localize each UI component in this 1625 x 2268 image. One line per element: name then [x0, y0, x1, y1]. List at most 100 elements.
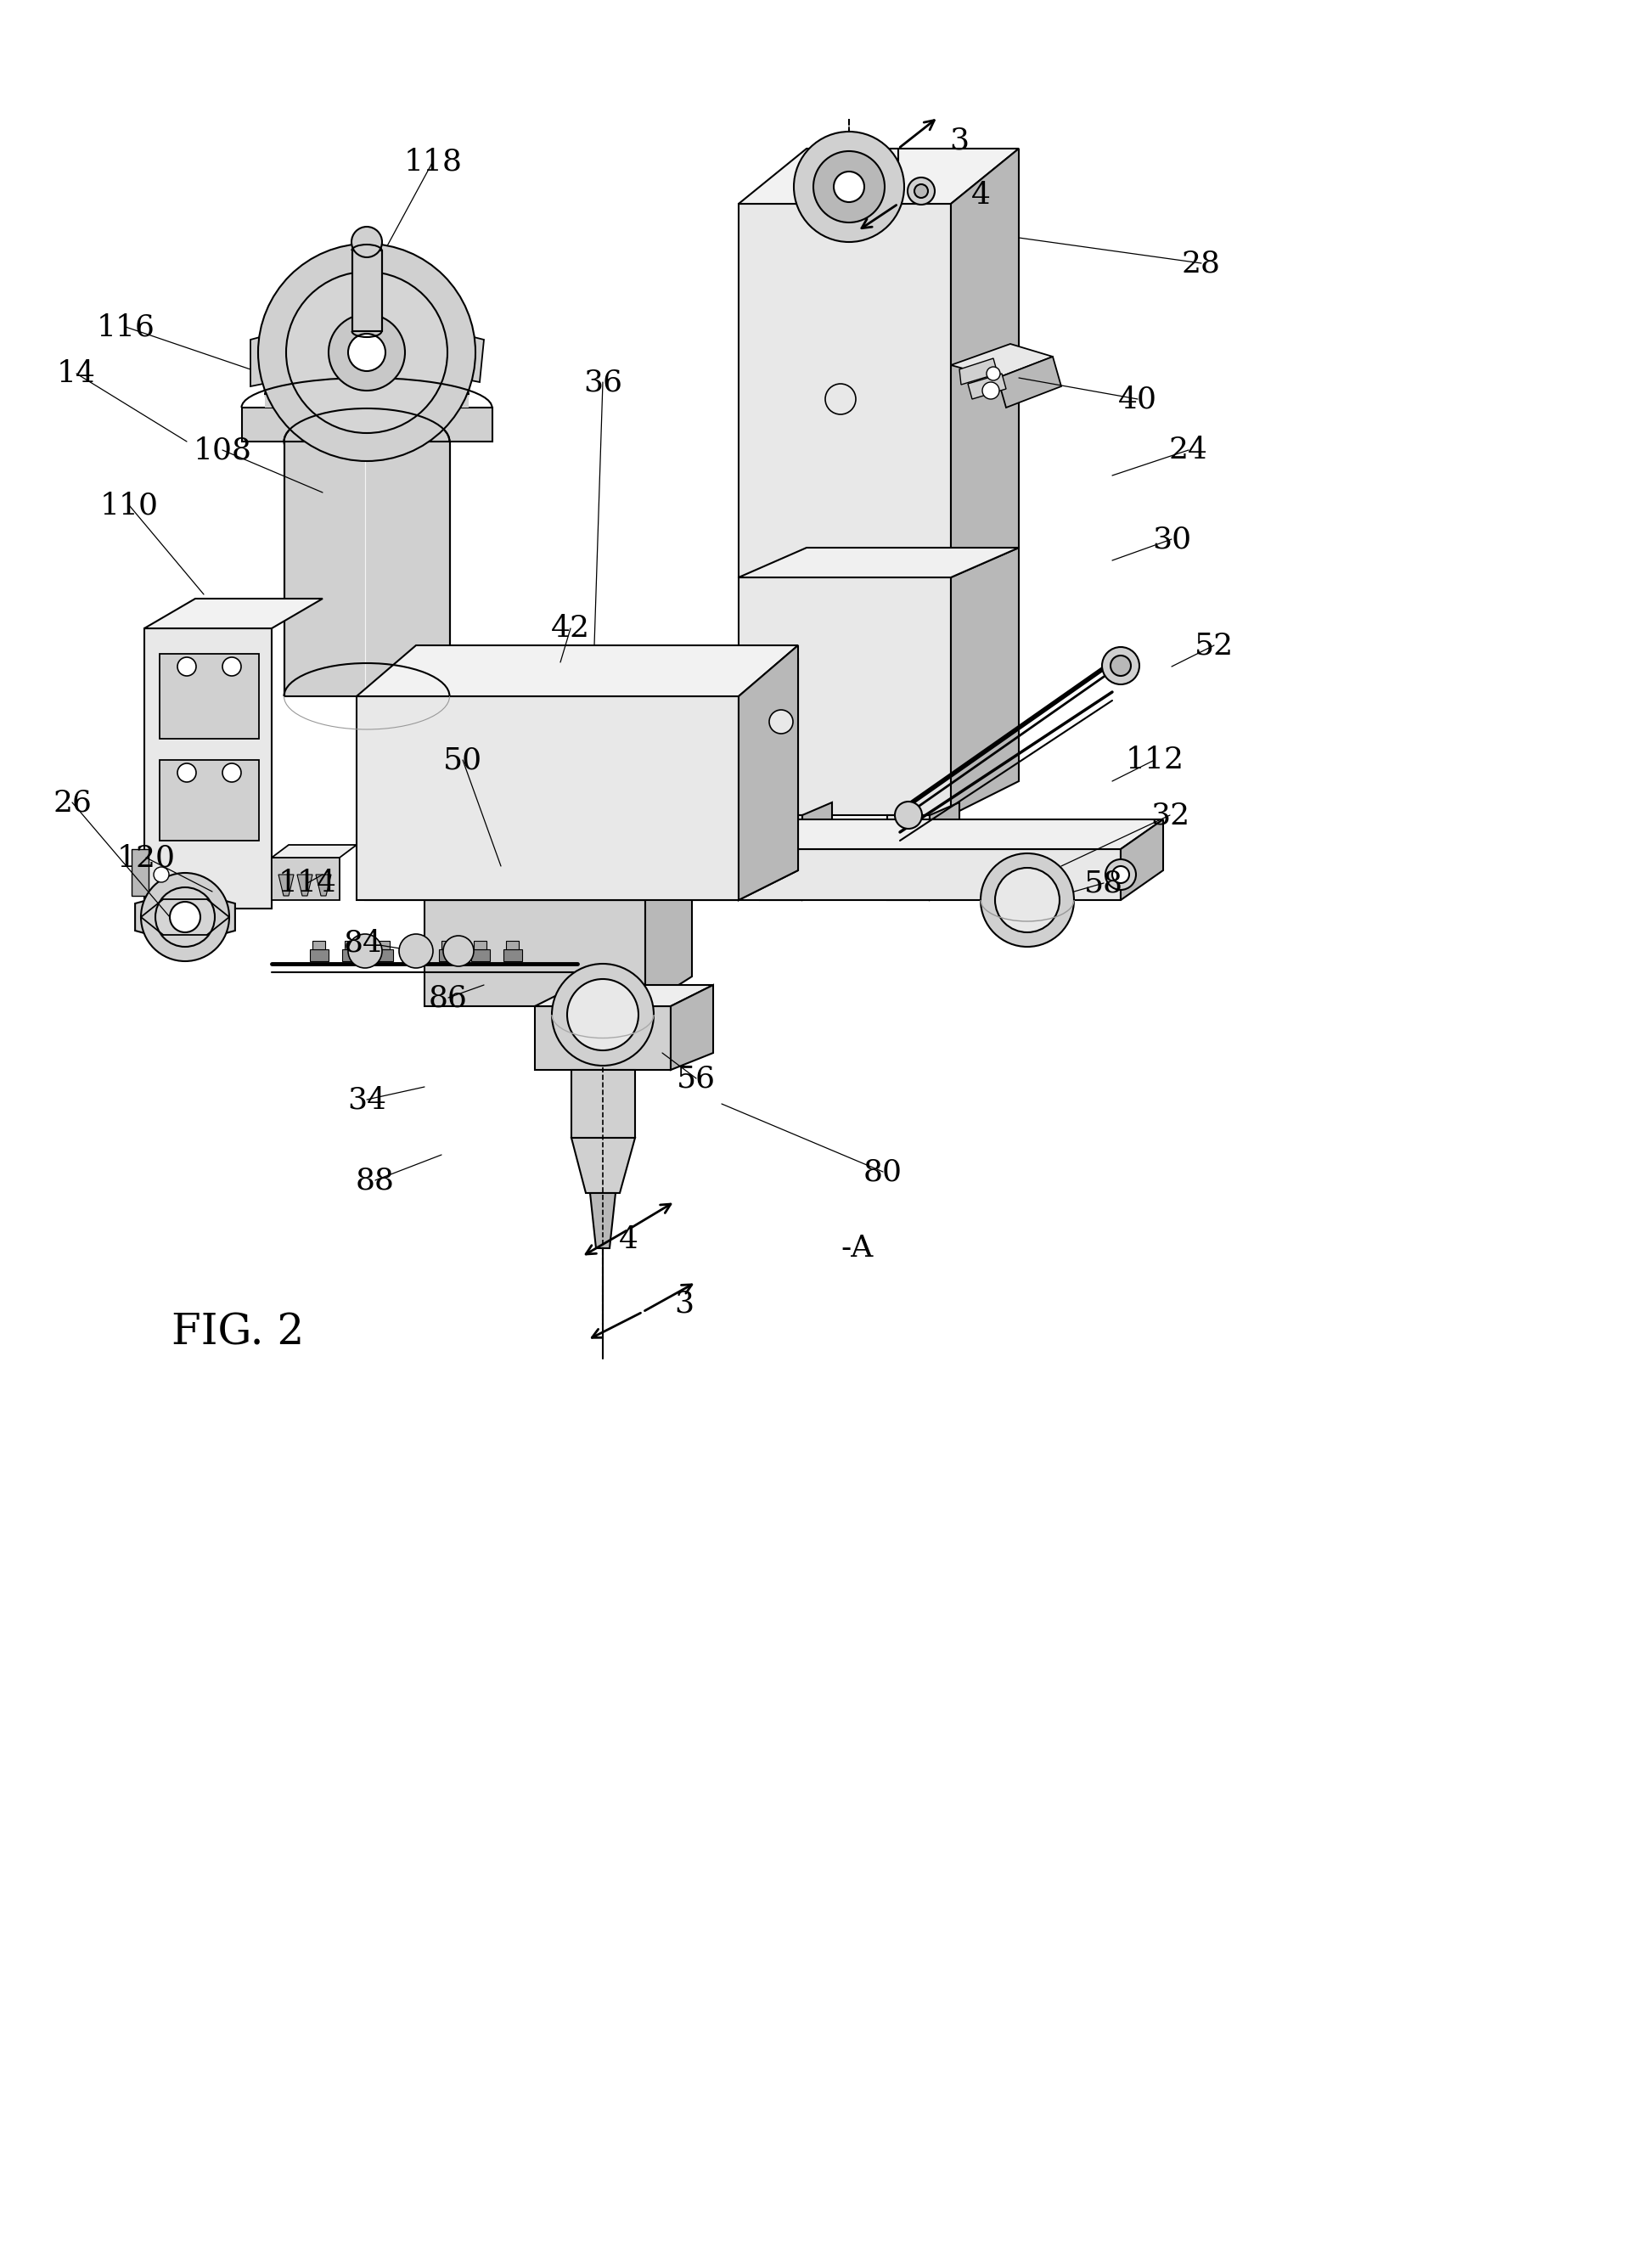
Circle shape: [982, 381, 999, 399]
Polygon shape: [145, 628, 271, 909]
Text: 4: 4: [970, 181, 990, 209]
Polygon shape: [310, 374, 419, 408]
Polygon shape: [471, 950, 489, 962]
Polygon shape: [410, 941, 423, 950]
Circle shape: [913, 184, 928, 197]
Text: 14: 14: [57, 358, 96, 388]
Circle shape: [1102, 646, 1139, 685]
Circle shape: [177, 658, 197, 676]
Polygon shape: [353, 249, 382, 331]
Polygon shape: [951, 547, 1019, 814]
Polygon shape: [374, 950, 393, 962]
Polygon shape: [271, 857, 340, 900]
Polygon shape: [284, 442, 450, 696]
Circle shape: [223, 764, 240, 782]
Polygon shape: [310, 950, 328, 962]
Polygon shape: [759, 814, 801, 900]
Text: 112: 112: [1124, 746, 1183, 773]
Polygon shape: [341, 950, 361, 962]
Polygon shape: [801, 803, 832, 900]
Circle shape: [826, 383, 855, 415]
Text: 118: 118: [403, 147, 461, 175]
Polygon shape: [366, 658, 798, 705]
Polygon shape: [297, 875, 312, 896]
Text: 28: 28: [1181, 249, 1220, 277]
Polygon shape: [145, 599, 322, 628]
Circle shape: [328, 315, 405, 390]
Polygon shape: [312, 941, 325, 950]
Polygon shape: [366, 705, 738, 900]
Polygon shape: [887, 814, 930, 900]
Text: 3: 3: [949, 125, 968, 154]
Text: 108: 108: [193, 435, 252, 465]
Text: 24: 24: [1168, 435, 1207, 465]
Text: 50: 50: [444, 746, 483, 773]
Text: 52: 52: [1194, 631, 1233, 660]
Polygon shape: [505, 941, 518, 950]
Polygon shape: [132, 848, 148, 896]
Polygon shape: [265, 395, 468, 408]
Text: 4: 4: [618, 1225, 637, 1254]
Polygon shape: [135, 889, 236, 943]
Circle shape: [1105, 860, 1136, 889]
Circle shape: [1112, 866, 1129, 882]
Circle shape: [986, 367, 999, 381]
Text: 42: 42: [551, 615, 590, 642]
Circle shape: [223, 658, 240, 676]
Polygon shape: [535, 984, 713, 1007]
Text: 56: 56: [676, 1064, 715, 1093]
Circle shape: [258, 243, 474, 460]
Polygon shape: [930, 803, 959, 900]
Circle shape: [1110, 655, 1131, 676]
Circle shape: [834, 172, 864, 202]
Text: 110: 110: [99, 490, 158, 519]
Polygon shape: [284, 442, 450, 696]
Polygon shape: [951, 345, 1053, 379]
Polygon shape: [424, 866, 692, 900]
Text: 3: 3: [674, 1288, 694, 1318]
Text: 86: 86: [429, 984, 468, 1012]
Polygon shape: [738, 646, 798, 900]
Text: 84: 84: [343, 928, 383, 957]
Polygon shape: [738, 819, 1162, 848]
Polygon shape: [504, 950, 522, 962]
Polygon shape: [738, 204, 951, 578]
Circle shape: [154, 866, 169, 882]
Polygon shape: [315, 875, 332, 896]
Circle shape: [769, 710, 793, 733]
Text: 88: 88: [356, 1166, 395, 1195]
Text: -A: -A: [840, 1234, 873, 1263]
Circle shape: [141, 873, 229, 962]
Circle shape: [156, 887, 215, 946]
Polygon shape: [738, 658, 798, 900]
Circle shape: [551, 964, 653, 1066]
Circle shape: [793, 132, 904, 243]
Polygon shape: [967, 374, 1006, 399]
Polygon shape: [356, 646, 798, 696]
Polygon shape: [1120, 819, 1162, 900]
Polygon shape: [959, 358, 998, 386]
Polygon shape: [535, 1007, 671, 1070]
Text: 114: 114: [278, 869, 336, 898]
Text: 58: 58: [1084, 869, 1123, 898]
Polygon shape: [278, 875, 294, 896]
Circle shape: [351, 227, 382, 256]
Text: 80: 80: [863, 1157, 902, 1186]
Polygon shape: [473, 941, 486, 950]
Text: 116: 116: [96, 313, 154, 342]
Polygon shape: [159, 653, 258, 739]
Circle shape: [177, 764, 197, 782]
Text: 120: 120: [117, 844, 176, 873]
Polygon shape: [414, 322, 484, 381]
Text: 34: 34: [348, 1084, 387, 1114]
Polygon shape: [738, 547, 1019, 578]
Text: 26: 26: [52, 787, 91, 816]
Text: 32: 32: [1150, 801, 1190, 830]
Circle shape: [812, 152, 884, 222]
Polygon shape: [159, 760, 258, 841]
Polygon shape: [439, 950, 457, 962]
Polygon shape: [442, 941, 453, 950]
Polygon shape: [271, 846, 356, 857]
Polygon shape: [424, 900, 645, 1007]
Circle shape: [348, 333, 385, 372]
